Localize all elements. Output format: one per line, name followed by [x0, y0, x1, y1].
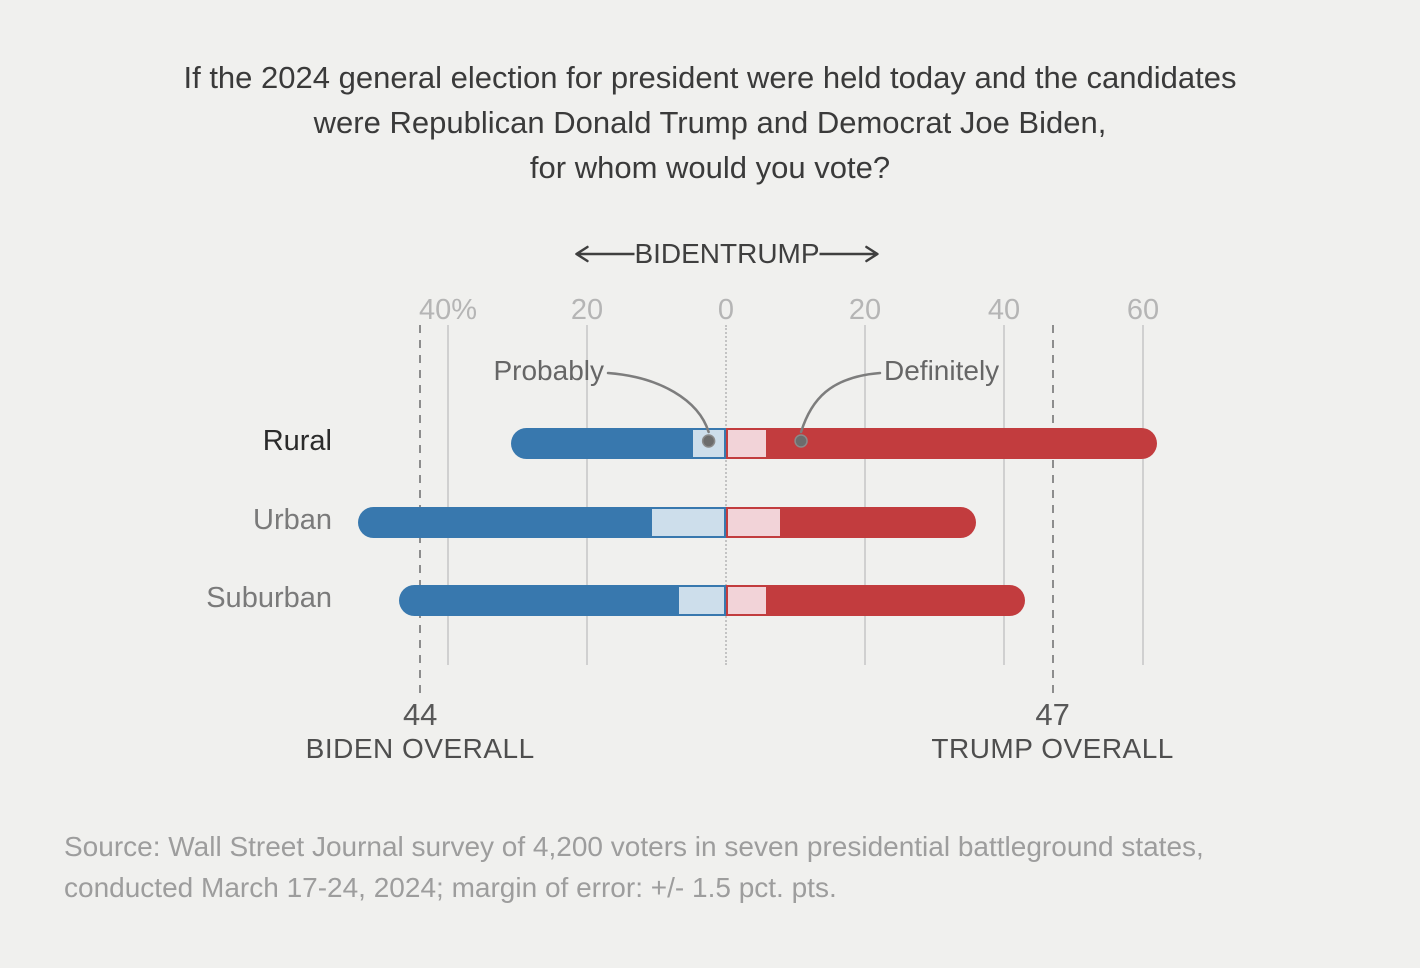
definitely-trump-segment-rural — [767, 427, 1157, 459]
chart-title-line3: for whom would you vote? — [529, 150, 891, 185]
direction-header: BIDEN TRUMP — [572, 238, 881, 270]
row-label-rural: Rural — [262, 425, 332, 457]
chart-title: If the 2024 general election for preside… — [0, 55, 1420, 190]
definitely-trump-segment-urban — [781, 506, 977, 538]
gridline — [447, 325, 449, 665]
source-note-line1: Source: Wall Street Journal survey of 4,… — [64, 831, 1204, 862]
axis-tick-label: 0 — [717, 294, 735, 326]
probably-biden-segment-suburban — [677, 584, 726, 616]
overall-label: TRUMP OVERALL — [931, 733, 1174, 764]
row-label-urban: Urban — [253, 504, 332, 536]
definitely-biden-segment-rural — [510, 427, 692, 459]
source-note: Source: Wall Street Journal survey of 4,… — [64, 826, 1384, 908]
definitely-trump-segment-suburban — [767, 584, 1025, 616]
probably-biden-segment-urban — [649, 506, 726, 538]
axis-tick-label: 40% — [418, 294, 478, 326]
gridline — [864, 325, 866, 665]
overall-value: 47 — [1035, 697, 1070, 732]
overall-value: 44 — [402, 697, 438, 732]
probably-trump-segment-suburban — [725, 584, 768, 616]
arrow-left-icon — [575, 245, 635, 263]
probably-trump-segment-urban — [725, 506, 782, 538]
arrow-right-icon — [819, 245, 879, 263]
chart-title-line1: If the 2024 general election for preside… — [183, 60, 1237, 95]
chart-title-line2: were Republican Donald Trump and Democra… — [313, 105, 1107, 140]
axis-tick-label: 60 — [1126, 294, 1160, 326]
probably-trump-segment-rural — [725, 427, 768, 459]
source-note-line2: conducted March 17-24, 2024; margin of e… — [64, 872, 837, 903]
probably-biden-segment-rural — [691, 427, 726, 459]
row-label-suburban: Suburban — [206, 582, 332, 614]
gridline — [725, 325, 727, 665]
axis-tick-label: 20 — [848, 294, 882, 326]
overall-label: BIDEN OVERALL — [305, 733, 535, 764]
gridline — [1003, 325, 1005, 665]
gridline — [586, 325, 588, 665]
bar-row-rural — [510, 427, 1157, 459]
definitely-biden-segment-urban — [357, 506, 650, 538]
definitely-biden-segment-suburban — [399, 584, 678, 616]
bar-row-suburban — [399, 584, 1025, 616]
bar-row-urban — [357, 506, 977, 538]
axis-tick-label: 40 — [987, 294, 1021, 326]
annotation-probably: Probably — [493, 355, 604, 386]
overall-dashed-line — [1051, 325, 1054, 698]
direction-label-biden: BIDEN — [634, 238, 721, 269]
axis-tick-label: 20 — [570, 294, 604, 326]
annotation-definitely: Definitely — [884, 355, 1000, 386]
annotation-connector-definitely — [799, 371, 882, 434]
annotation-connector-probably — [606, 371, 710, 434]
gridline — [1142, 325, 1144, 665]
direction-label-trump: TRUMP — [720, 238, 820, 269]
